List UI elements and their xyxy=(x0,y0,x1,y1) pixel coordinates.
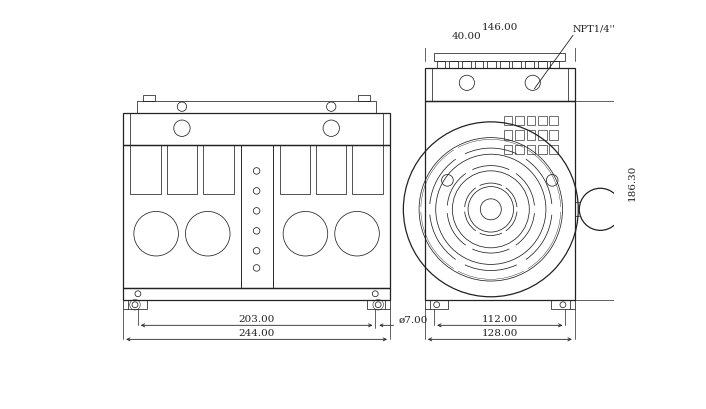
Bar xyxy=(500,62,508,69)
Bar xyxy=(527,146,535,155)
Text: 244.00: 244.00 xyxy=(239,328,275,337)
Text: 112.00: 112.00 xyxy=(481,314,518,323)
Bar xyxy=(138,101,376,113)
Bar xyxy=(434,54,566,62)
Bar xyxy=(538,131,546,140)
Bar xyxy=(538,117,546,126)
Bar xyxy=(462,62,471,69)
Bar xyxy=(436,62,445,69)
Bar xyxy=(525,62,534,69)
Bar xyxy=(425,101,575,300)
Bar xyxy=(513,62,521,69)
Bar xyxy=(538,62,546,69)
Bar xyxy=(527,117,535,126)
Bar xyxy=(167,146,197,194)
Text: 186.30: 186.30 xyxy=(628,164,636,201)
Bar xyxy=(352,146,383,194)
Bar xyxy=(449,62,458,69)
Bar xyxy=(124,146,241,288)
Bar xyxy=(504,117,513,126)
Bar xyxy=(359,96,370,101)
Bar xyxy=(124,300,147,309)
Text: 146.00: 146.00 xyxy=(481,22,518,31)
Bar xyxy=(124,146,390,288)
Bar xyxy=(316,146,347,194)
Bar xyxy=(273,146,390,288)
Bar xyxy=(515,117,524,126)
Text: 128.00: 128.00 xyxy=(481,328,518,337)
Bar xyxy=(366,300,390,309)
Bar xyxy=(487,62,496,69)
Bar xyxy=(515,146,524,155)
Bar xyxy=(549,131,558,140)
Bar xyxy=(549,146,558,155)
Text: 203.00: 203.00 xyxy=(239,314,275,323)
Bar xyxy=(143,96,155,101)
Bar xyxy=(124,288,390,300)
Text: NPT1/4'': NPT1/4'' xyxy=(573,25,616,34)
Bar xyxy=(504,146,513,155)
Bar xyxy=(280,146,310,194)
Bar xyxy=(425,69,575,101)
Bar xyxy=(527,131,535,140)
Bar xyxy=(538,146,546,155)
Bar xyxy=(474,62,484,69)
Bar xyxy=(550,62,559,69)
Bar xyxy=(515,131,524,140)
Bar xyxy=(425,300,448,309)
Bar xyxy=(504,131,513,140)
Text: 40.00: 40.00 xyxy=(452,32,481,41)
Bar xyxy=(203,146,234,194)
Bar xyxy=(549,117,558,126)
Bar xyxy=(551,300,575,309)
Text: ø7.00: ø7.00 xyxy=(399,315,428,324)
Bar xyxy=(124,113,390,146)
Bar xyxy=(131,146,161,194)
